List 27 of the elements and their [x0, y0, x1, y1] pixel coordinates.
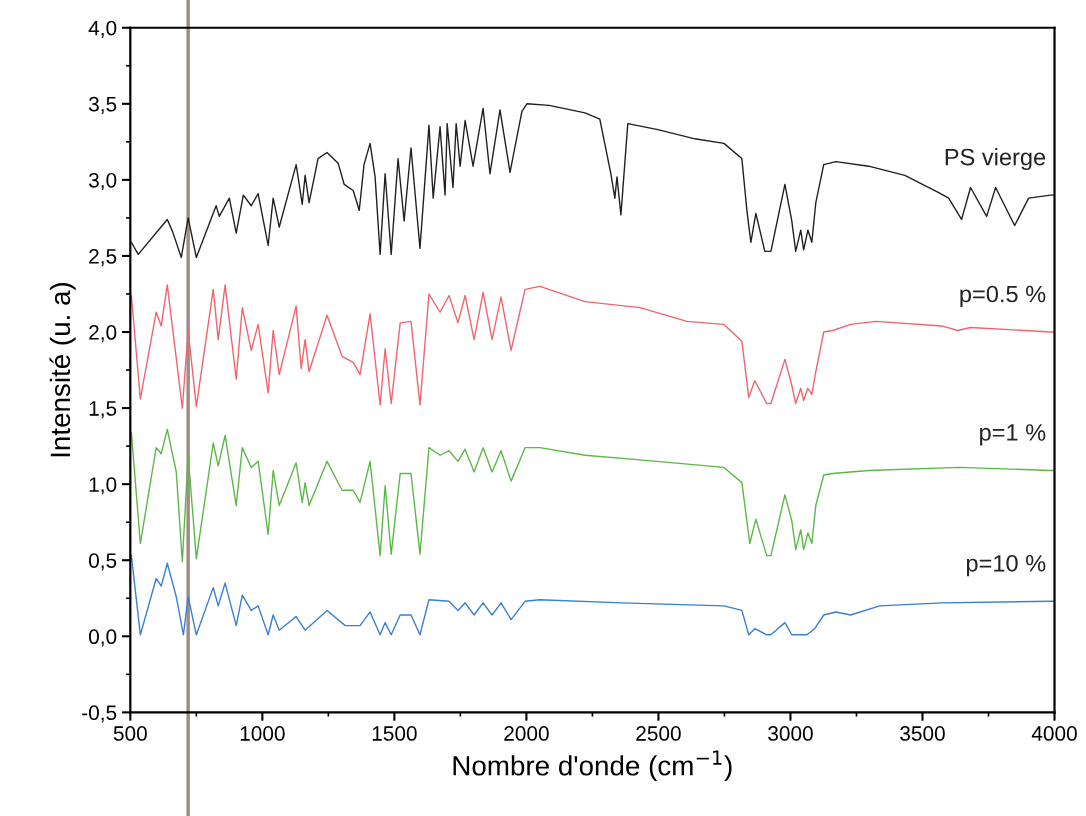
x-tick-label: 3500 [900, 726, 945, 741]
x-axis-title: Nombre d'onde (cm$^{−1}$) [453, 750, 732, 782]
series-label: PS vierge [945, 148, 1046, 171]
y-tick-label: 0,0 [88, 629, 117, 647]
y-tick-label: 1,5 [89, 401, 117, 419]
series-label: p=10 % [966, 554, 1046, 577]
y-tick-label: 2,5 [89, 248, 117, 267]
x-tick-label: 3000 [768, 726, 813, 741]
line-series [130, 103, 1055, 259]
x-tick-label: 4000 [1031, 726, 1077, 741]
x-tick-label: 2500 [636, 726, 681, 741]
y-tick-label: 3,0 [88, 172, 117, 191]
line-series [130, 554, 1055, 636]
y-tick-label: 0,5 [88, 553, 117, 571]
y-tick-label: 4,0 [88, 20, 117, 38]
x-tick-label: 2000 [504, 726, 549, 741]
x-tick-label: 500 [113, 726, 147, 741]
series-label: p=1 % [980, 424, 1046, 446]
y-tick-label: 2,0 [89, 325, 117, 343]
y-tick-label: 3,5 [88, 96, 117, 115]
series-label: p=0.5 % [960, 285, 1046, 308]
x-tick-label: 1000 [240, 726, 285, 741]
line-series [130, 284, 1055, 409]
y-axis-title: Intensité (u. a) [49, 282, 76, 457]
y-tick-label: -0,5 [82, 705, 117, 723]
x-tick-label: 1500 [372, 726, 417, 741]
y-tick-label: 1,0 [89, 477, 117, 495]
